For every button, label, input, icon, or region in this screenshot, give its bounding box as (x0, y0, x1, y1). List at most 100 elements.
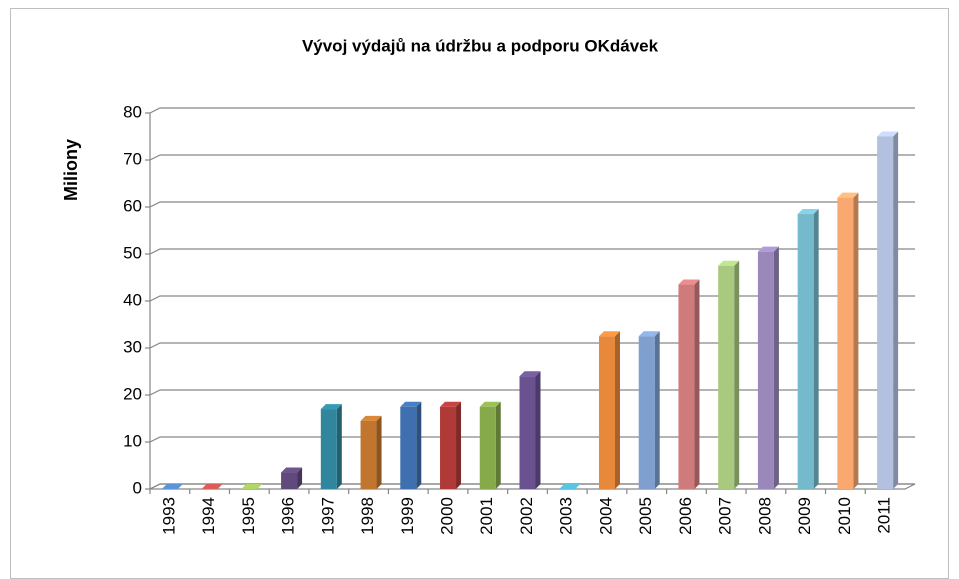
bar-front (400, 406, 417, 489)
bar-front (678, 284, 695, 489)
y-tick-label: 50 (123, 243, 142, 262)
x-tick-label: 2000 (438, 497, 457, 535)
x-tick-label: 1998 (358, 497, 377, 535)
x-tick-label: 2007 (716, 497, 735, 535)
y-tick-label: 70 (123, 149, 142, 168)
bar-side (853, 192, 859, 489)
grid-line (149, 295, 915, 302)
bar (241, 484, 263, 489)
grid-line (149, 201, 915, 208)
bar-front (757, 251, 774, 489)
bar-top (638, 331, 660, 337)
y-tick-label: 40 (123, 290, 142, 309)
bar-top (519, 371, 541, 377)
bar-top (320, 404, 342, 410)
bar-side (893, 131, 899, 489)
bar-top (440, 401, 462, 407)
x-tick-label: 2005 (636, 497, 655, 535)
bar-front (281, 472, 298, 489)
x-tick-label: 1995 (239, 497, 258, 535)
bar-side (336, 404, 342, 489)
bar-side (376, 415, 382, 489)
bar-top (161, 484, 183, 489)
bar-side (694, 279, 700, 489)
bar-side (773, 246, 779, 489)
y-tick-label: 0 (133, 478, 142, 497)
y-tick-label: 20 (123, 384, 142, 403)
grid-line (149, 342, 915, 349)
bar (598, 331, 620, 489)
bar (519, 371, 541, 489)
chart-title: Vývoj výdajů na údržbu a podporu OKdávek (302, 36, 659, 55)
bar-top (757, 246, 779, 252)
x-tick-label: 2003 (557, 497, 576, 535)
bar-side (654, 331, 660, 489)
bar-front (479, 406, 496, 489)
x-tick-label: 2001 (477, 497, 496, 535)
grid-line (149, 483, 915, 490)
y-tick-label: 30 (123, 337, 142, 356)
grid-line (149, 248, 915, 255)
x-tick-label: 2008 (755, 497, 774, 535)
bar-front (837, 197, 854, 489)
bar-side (813, 209, 819, 490)
x-tick-label: 2011 (875, 497, 894, 534)
bar-side (535, 371, 541, 489)
bar (440, 401, 462, 489)
bar-top (201, 484, 223, 489)
bar-side (297, 467, 303, 489)
bar (201, 484, 223, 489)
bar-top (241, 484, 263, 489)
bar-front (360, 420, 377, 489)
bar-front (638, 336, 655, 489)
bar-front (797, 214, 814, 490)
y-axis-label: Miliony (61, 139, 81, 201)
bar-top (479, 401, 501, 407)
bar-top (877, 131, 899, 137)
x-tick-label: 1997 (318, 497, 337, 535)
bar (320, 404, 342, 489)
x-tick-label: 2004 (596, 497, 615, 535)
bar-side (416, 401, 422, 489)
bar-top (559, 484, 581, 489)
bar (360, 415, 382, 489)
bar (400, 401, 422, 489)
grid-line (149, 436, 915, 443)
bar (678, 279, 700, 489)
y-tick-label: 80 (123, 102, 142, 121)
grid-line (149, 154, 915, 161)
bar-front (598, 336, 615, 489)
bar-top (837, 192, 859, 198)
bar (797, 209, 819, 490)
bar-side (495, 401, 501, 489)
bar (559, 484, 581, 489)
bar-top (400, 401, 422, 407)
bar-top (360, 415, 382, 421)
grid-line (149, 107, 915, 114)
bar (479, 401, 501, 489)
bar-front (320, 409, 337, 489)
x-tick-label: 1994 (199, 497, 218, 535)
bar-front (718, 265, 735, 489)
bar-top (598, 331, 620, 337)
bar-top (797, 209, 819, 215)
bar (837, 192, 859, 489)
bar (757, 246, 779, 489)
y-tick-label: 10 (123, 431, 142, 450)
x-tick-label: 2010 (835, 497, 854, 535)
x-tick-label: 1993 (159, 497, 178, 535)
bar (281, 467, 303, 489)
bar (638, 331, 660, 489)
bar-front (877, 136, 894, 489)
grid-line (149, 389, 915, 396)
bar (161, 484, 183, 489)
bar-side (614, 331, 620, 489)
x-tick-label: 1996 (279, 497, 298, 535)
x-tick-label: 1999 (398, 497, 417, 535)
x-tick-label: 2009 (795, 497, 814, 535)
x-tick-label: 2006 (676, 497, 695, 535)
bar-top (718, 260, 740, 266)
bar-top (678, 279, 700, 285)
y-tick-label: 60 (123, 196, 142, 215)
